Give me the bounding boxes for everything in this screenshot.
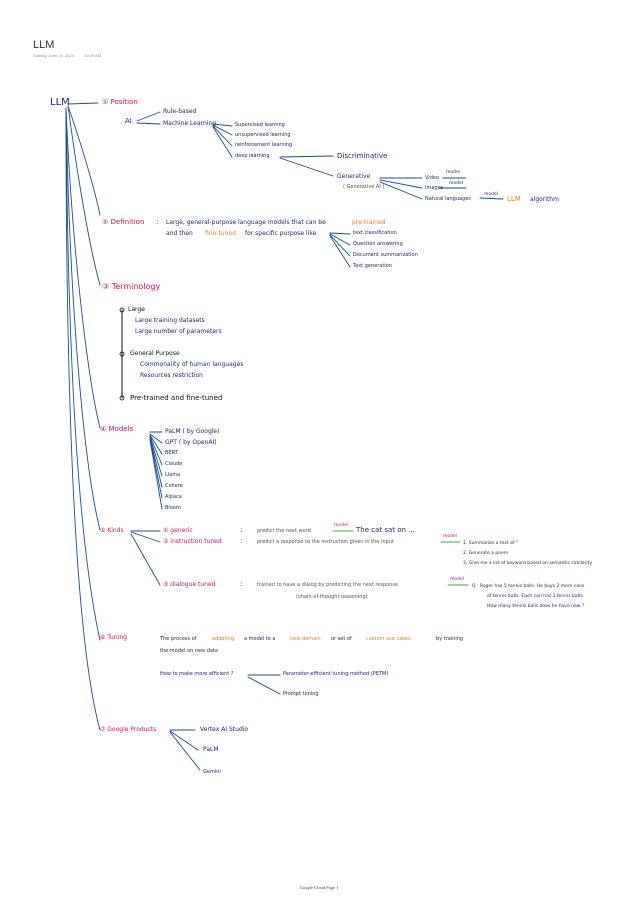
ai-node: AI [125,117,132,125]
model-label-images: model [449,181,464,186]
model-llama: Llama [165,472,181,478]
tuning-answer-prompt: Prompt tuning [283,691,319,697]
kind-instruction-tuned: ② instruction tuned [163,538,222,545]
term-general-purpose: General Purpose [130,350,180,357]
model-bloom: Bloom [165,505,181,511]
root-llm: LLM [50,97,70,108]
llm-node: LLM [507,195,521,203]
purpose-text-generation: Text generation [353,263,392,269]
tuning-line2: the model on new data [160,648,218,654]
model-claude: Claude [165,461,183,467]
section-google-products-heading: ⑦ Google Products [100,726,157,733]
product-vertex-ai-studio: Vertex AI Studio [200,726,249,733]
machine-learning-node: Machine Learning [163,120,217,127]
generative-ai-note: ( Generative AI ) [343,184,385,190]
model-palm: PaLM ( by Google) [165,428,220,435]
model-alpaca: Alpaca [165,494,182,500]
tuning-adapting: adapting [212,636,235,642]
term-commonality: Commonality of human languages [140,361,244,368]
ml-type-deep: deep learning [235,153,270,159]
instruction-example-1: 1. Summarize a text of " [463,541,518,546]
discriminative-node: Discriminative [337,152,388,160]
kind-generic: ① generic [163,527,193,534]
kind-dialogue-model-label: model [450,577,465,582]
tuning-answer-petm: Parameter-efficient tuning method (PETM) [283,671,389,677]
term-large: Large [128,306,145,313]
tuning-line1-a: The process of [160,636,197,642]
tuning-question: How to make more efficient ? [160,671,234,677]
section-position-heading: ① Position [102,98,138,106]
ml-type-reinforcement: reinforcement learning [235,142,293,148]
model-bert: BERT [165,450,178,456]
page-date: Sunday, June 16, 2024 [33,53,74,58]
algorithm-node: algorithm [530,196,559,203]
purpose-document-summarization: Document summarization [353,252,418,258]
kind-generic-model-label: model [334,523,349,528]
term-pretrained: Pre-trained and fine-tuned [130,394,223,402]
model-label-nl: model [484,192,499,197]
tuning-line1-e: or set of [331,636,352,642]
ml-type-unsupervised: unsupervised learning [235,132,291,138]
definition-line2-a: and then [166,230,193,237]
tuning-new-domain: new domain [290,636,321,642]
purpose-text-classification: text classification [353,230,397,236]
instruction-example-2: 2. Generate a poem [463,551,509,556]
page-title: LLM [33,39,55,51]
model-cohere: Cohere [165,483,183,489]
term-resources: Resources restriction [140,372,203,379]
kind-instruction-model-label: model [443,534,458,539]
kind-dialogue-desc1: trained to have a dialog by predicting t… [257,582,399,588]
section-models-heading: ④ Models [100,425,134,433]
purpose-question-answering: Question answering [353,241,403,247]
kind-dialogue-tuned: ③ dialogue tuned [163,581,216,588]
page-time: 10:29 AM [84,53,101,58]
tuning-line1-c: a model to a [244,636,276,642]
term-large-parameters: Large number of parameters [135,328,222,335]
term-large-datasets: Large training datasets [135,317,205,324]
section-tuning-heading: ⑥ Tuning [100,634,127,641]
section-terminology-heading: ③ Terminology [102,282,161,291]
output-video: Video [425,175,440,181]
kind-instruction-desc: predict a response to the instruction gi… [257,539,394,545]
tuning-line1-g: by training [436,636,464,642]
instruction-example-3: 3. Give me a list of keyword based on se… [463,561,593,566]
kind-generic-colon: : [240,526,243,534]
page-footer: Google Cloud Page 1 [299,885,339,890]
kind-instruction-colon: : [240,537,243,545]
product-palm: PaLM [203,746,219,753]
product-gemini: Gemini [203,769,221,775]
dialogue-example-2: of tennis balls. Each can has 3 tennis b… [487,594,585,599]
definition-line1: Large, general-purpose language models t… [166,219,326,226]
kind-dialogue-colon: : [240,580,243,588]
rule-based-node: Rule-based [163,108,197,115]
model-label-video: model [446,170,461,175]
kind-generic-desc: predict the next word [257,528,311,534]
definition-colon: : [156,218,159,226]
dialogue-example-1: Q : Roger has 5 tennis balls. He buys 2 … [472,584,585,589]
definition-line2-c: for specific purpose like [245,230,317,237]
tuning-custom-use-cases: custom use cases [366,636,411,642]
definition-pretrained: pre-trained [352,219,386,226]
definition-finetuned: fine-tuned [205,230,236,237]
section-definition-heading: ② Definition [102,218,145,226]
kind-generic-example: The cat sat on ... [356,526,415,534]
ml-type-supervised: Supervised learning [235,122,285,128]
generative-node: Generative [337,173,371,180]
kind-dialogue-desc2: (chain-of-thought reasoning) [296,594,368,600]
section-kinds-heading: ⑤ Kinds [100,527,124,534]
model-gpt: GPT ( by OpenAI) [165,439,217,446]
output-images: Images [425,185,444,191]
output-natural-languages: Natural languages [425,196,471,202]
dialogue-example-3: How many tennis balls does he have now ? [487,604,585,609]
